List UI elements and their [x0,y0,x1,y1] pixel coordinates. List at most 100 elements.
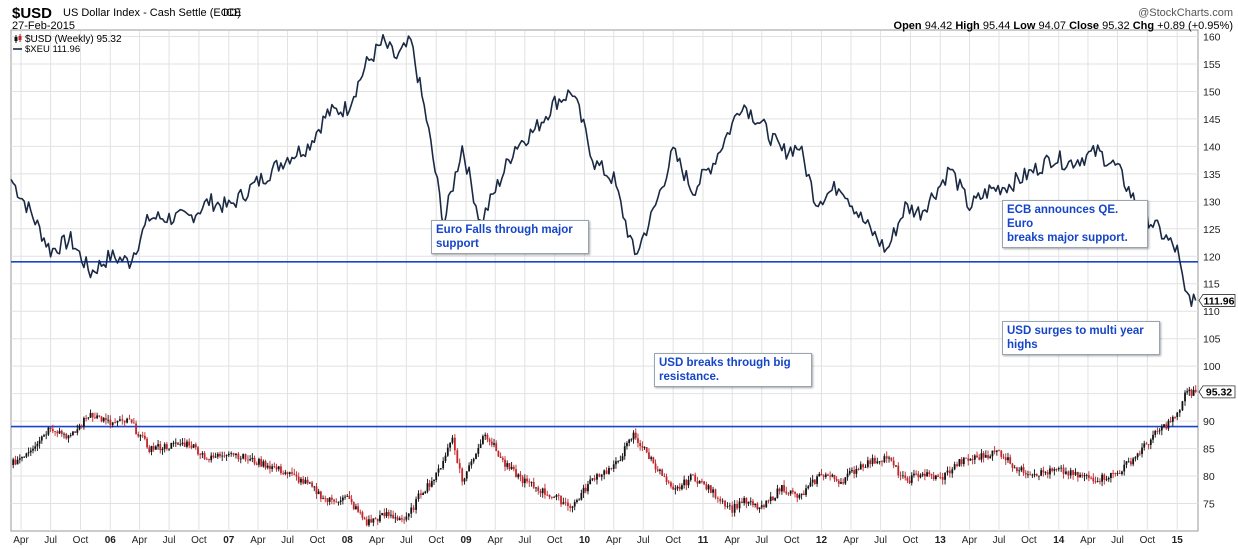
usd-candle [1099,478,1101,485]
usd-candle [27,447,30,457]
usd-candle [811,474,814,487]
usd-candle [523,474,526,488]
usd-candle [1181,400,1184,412]
usd-candle [152,442,155,452]
usd-candle [284,469,287,476]
y-tick-label: 85 [1203,444,1215,456]
usd-candle [249,455,252,462]
usd-candle [672,483,675,490]
usd-candle [1125,461,1128,469]
usd-candle [921,471,924,478]
usd-candle [344,494,346,500]
usd-candle [488,437,491,446]
usd-candle [1079,472,1082,478]
usd-candle [743,496,746,506]
y-tick-label: 75 [1203,499,1215,511]
x-tick-label: 06 [105,535,117,546]
usd-candle [232,452,235,457]
usd-candle [1127,457,1130,463]
usd-candle [544,483,546,499]
plot-frame [10,29,1199,532]
usd-candle [897,462,900,479]
usd-candle [978,454,981,461]
usd-candle [537,485,540,495]
usd-candle [641,441,644,452]
usd-candle [18,454,21,464]
usd-candle [1194,385,1197,394]
x-tick-label: 12 [816,535,828,546]
usd-candle [280,463,282,475]
usd-candle [163,442,166,453]
usd-candle [1163,424,1165,429]
usd-candle [168,448,170,452]
usd-candle [407,513,410,521]
usd-candle [694,472,697,483]
usd-candle [1149,438,1152,450]
usd-candle [482,434,484,445]
usd-candle [339,496,342,505]
usd-candle [495,440,498,452]
usd-candle [1158,428,1161,435]
usd-candle [225,454,228,461]
usd-candle [848,467,851,476]
usd-candle [359,509,362,515]
usd-candle [700,478,703,484]
usd-candle [1167,418,1170,431]
usd-candle [617,460,620,464]
usd-candle [288,471,291,477]
usd-candle [192,443,195,449]
usd-candle [179,439,182,447]
usd-candle [890,457,893,462]
usd-candle [923,469,926,481]
usd-candle [105,413,107,425]
usd-candle [67,434,70,443]
usd-candle [548,494,551,500]
usd-candle [1018,467,1021,476]
usd-candle [208,458,210,463]
usd-candle [25,452,28,459]
usd-candle [956,461,958,468]
usd-candle [80,424,83,429]
usd-candle [219,451,221,459]
usd-candle [282,470,285,476]
usd-candle [731,501,734,517]
usd-candle [871,454,874,467]
annotation-line: support [436,238,479,250]
x-tick-label: Jul [993,535,1006,546]
usd-candle [262,459,265,468]
usd-candle [1147,443,1150,450]
usd-candle [728,502,731,510]
y-tick-label: 135 [1203,169,1221,181]
high-value: 95.44 [983,20,1011,32]
usd-candle [855,465,858,478]
usd-candle [813,479,816,485]
usd-candle [859,461,862,470]
usd-candle [526,475,528,484]
usd-candle [479,439,482,449]
usd-candles [12,385,1197,527]
usd-candle [824,472,827,479]
usd-candle [696,476,699,487]
usd-candle [361,510,364,521]
usd-candle [895,464,897,468]
usd-candle [705,481,708,491]
usd-candle [506,460,509,470]
usd-candle [712,486,714,498]
usd-candle [205,457,208,461]
usd-candle [567,498,569,511]
usd-candle [1188,386,1191,397]
usd-candle [199,452,202,460]
usd-candle [1035,473,1038,477]
usd-candle [157,440,159,450]
stockcharts-watermark: @StockCharts.com [1138,7,1233,19]
usd-candle [463,477,466,485]
usd-candle [645,446,648,454]
usd-candle [774,497,777,502]
usd-candle [379,510,381,523]
usd-candle [661,468,664,477]
high-label: High [955,20,980,32]
usd-candle [172,440,175,447]
usd-candle [109,415,112,429]
usd-candle [355,503,357,510]
usd-candle [564,497,567,506]
